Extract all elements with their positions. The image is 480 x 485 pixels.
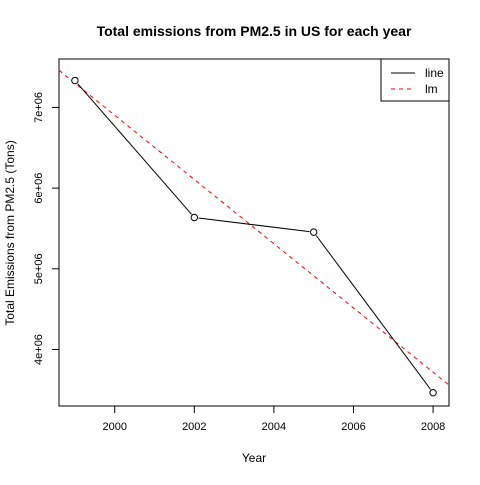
y-tick-label: 4e+06 bbox=[33, 334, 45, 365]
series-line-segment bbox=[315, 235, 431, 390]
data-point bbox=[190, 213, 199, 222]
legend-label-line: line bbox=[425, 66, 444, 80]
series-line-segment bbox=[198, 217, 310, 233]
data-point bbox=[429, 389, 437, 397]
data-point bbox=[71, 76, 79, 85]
x-tick-label: 2002 bbox=[182, 421, 206, 433]
x-tick-label: 2000 bbox=[102, 421, 126, 433]
series-line-segment bbox=[77, 83, 192, 215]
y-tick-label: 6e+06 bbox=[33, 173, 45, 204]
x-tick-label: 2004 bbox=[262, 421, 286, 433]
axes: 2000 2002 2004 2006 2008 4e+06 5e+06 6e+06 7e+06 bbox=[33, 58, 450, 433]
x-tick-label: 2006 bbox=[341, 421, 365, 433]
x-axis-label: Year bbox=[242, 451, 266, 465]
legend: line lm bbox=[380, 58, 450, 102]
y-tick-label: 5e+06 bbox=[33, 253, 45, 284]
series-lm-line bbox=[58, 69, 450, 386]
legend-label-lm: lm bbox=[425, 82, 438, 96]
y-axis-label: Total Emissions from PM2.5 (Tons) bbox=[3, 140, 17, 325]
x-tick-label: 2008 bbox=[421, 421, 445, 433]
plot-frame bbox=[58, 58, 450, 407]
y-tick-label: 7e+06 bbox=[33, 92, 45, 123]
data-point bbox=[309, 228, 318, 236]
chart-title: Total emissions from PM2.5 in US for eac… bbox=[97, 23, 412, 39]
series-layer bbox=[58, 69, 450, 397]
legend-box bbox=[380, 58, 450, 102]
